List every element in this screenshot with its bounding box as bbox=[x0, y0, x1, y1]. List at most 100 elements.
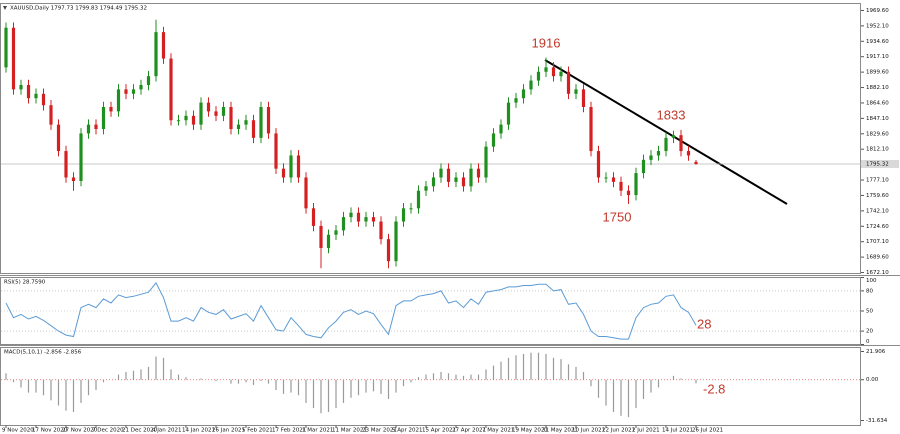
candle-body bbox=[191, 115, 196, 125]
candle-body bbox=[244, 120, 248, 125]
x-tick-label: 7 May 2021 bbox=[482, 428, 514, 434]
y-tick-label: -31.634 bbox=[866, 418, 888, 424]
candle-body bbox=[491, 133, 496, 147]
x-tick-label: 14 Jan 2021 bbox=[182, 428, 215, 434]
x-tick-label: 17 Nov 2020 bbox=[32, 428, 68, 434]
trendline bbox=[544, 59, 788, 205]
candle-body bbox=[161, 32, 166, 59]
candle-body bbox=[4, 27, 8, 68]
x-tick-label: 1 Mar 2021 bbox=[302, 428, 333, 434]
rsi-title: RSI(5) 28.7590 bbox=[4, 280, 46, 286]
x-tick-label: 27 Nov 2020 bbox=[62, 428, 98, 434]
y-tick-label: 1917.10 bbox=[866, 54, 889, 60]
y-tick-label: 1759.60 bbox=[866, 193, 889, 199]
candle-body bbox=[364, 217, 368, 222]
candle-body bbox=[589, 107, 593, 152]
candle-body bbox=[386, 239, 391, 262]
candle-body bbox=[139, 84, 143, 90]
candle-body bbox=[596, 151, 601, 178]
candle-body bbox=[131, 89, 136, 94]
candle-body bbox=[56, 124, 61, 152]
candle-body bbox=[529, 80, 533, 90]
candle-body bbox=[221, 107, 226, 116]
candle-body bbox=[394, 221, 398, 262]
candle-body bbox=[289, 155, 293, 178]
candle-body bbox=[566, 71, 571, 94]
candle-body bbox=[154, 32, 158, 77]
candle-body bbox=[439, 168, 443, 178]
candle-body bbox=[679, 135, 683, 152]
candle-body bbox=[26, 84, 31, 99]
candle-body bbox=[34, 93, 38, 99]
y-tick-label: 1707.10 bbox=[866, 239, 889, 245]
macd-panel bbox=[0, 347, 861, 426]
price-panel bbox=[0, 3, 861, 274]
candle-body bbox=[506, 102, 511, 125]
candle-body bbox=[499, 124, 503, 134]
candle-body bbox=[371, 217, 376, 222]
y-tick-label: 1899.60 bbox=[866, 70, 889, 76]
candle-body bbox=[484, 146, 488, 178]
candle-body bbox=[206, 102, 211, 112]
candle-body bbox=[199, 102, 203, 125]
rsi-panel bbox=[0, 277, 861, 345]
candle-body bbox=[169, 58, 173, 121]
candle-body bbox=[401, 208, 406, 222]
candle-body bbox=[536, 71, 541, 81]
candle-body bbox=[334, 230, 338, 235]
y-tick-label: 20 bbox=[866, 329, 873, 335]
candle-body bbox=[626, 190, 631, 196]
x-tick-label: 21 Dec 2020 bbox=[122, 428, 158, 434]
x-tick-label: 11 Mar 2021 bbox=[332, 428, 367, 434]
y-tick-label: 80 bbox=[866, 288, 873, 294]
y-tick-label: 1672.10 bbox=[866, 270, 889, 276]
candle-body bbox=[416, 190, 421, 209]
y-tick-label: 1882.10 bbox=[866, 85, 889, 91]
y-tick-label: 21.906 bbox=[866, 349, 886, 355]
candle-body bbox=[461, 177, 466, 187]
y-tick-label: 1742.10 bbox=[866, 208, 889, 214]
candle-body bbox=[431, 177, 436, 187]
y-tick-label: 1847.10 bbox=[866, 116, 889, 122]
candle-body bbox=[49, 105, 53, 125]
candle-body bbox=[349, 212, 353, 218]
candle-body bbox=[101, 107, 106, 130]
candle-body bbox=[574, 89, 578, 94]
annotation: 1833 bbox=[657, 107, 686, 122]
candle-body bbox=[19, 84, 23, 90]
last-price-label: 1795.32 bbox=[866, 161, 889, 167]
y-tick-label: 50 bbox=[866, 309, 873, 315]
candle-body bbox=[476, 168, 481, 178]
candle-body bbox=[356, 212, 361, 222]
candle-body bbox=[424, 186, 428, 191]
x-tick-label: 26 Jul 2021 bbox=[692, 428, 723, 434]
x-tick-label: 23 Mar 2021 bbox=[362, 428, 397, 434]
y-tick-label: 0 bbox=[866, 339, 870, 345]
y-tick-label: 1777.10 bbox=[866, 178, 889, 184]
rsi-line bbox=[5, 281, 697, 340]
candle-body bbox=[559, 71, 563, 77]
candle-body bbox=[514, 98, 518, 103]
x-tick-label: 2 Jul 2021 bbox=[632, 428, 660, 434]
candle-body bbox=[454, 177, 458, 182]
x-tick-label: 7 Dec 2020 bbox=[92, 428, 124, 434]
annotation: 1916 bbox=[532, 35, 561, 50]
x-tick-label: 4 Jan 2021 bbox=[152, 428, 181, 434]
x-tick-label: 14 Jul 2021 bbox=[662, 428, 693, 434]
last-price-box bbox=[861, 159, 899, 168]
candle-body bbox=[311, 208, 316, 226]
candle-body bbox=[611, 177, 616, 182]
candle-body bbox=[176, 120, 181, 122]
macd-title: MACD(5,10,1) -2.856 -2.856 bbox=[4, 350, 82, 356]
candle-body bbox=[229, 107, 233, 130]
y-tick-label: 1689.60 bbox=[866, 255, 889, 261]
x-tick-label: 31 May 2021 bbox=[542, 428, 578, 434]
x-tick-label: 26 Jan 2021 bbox=[212, 428, 245, 434]
candle-body bbox=[641, 159, 646, 174]
candle-body bbox=[146, 76, 151, 85]
candle-body bbox=[341, 217, 346, 231]
y-tick-label: 1969.60 bbox=[866, 8, 889, 14]
chart-icon bbox=[3, 6, 7, 10]
